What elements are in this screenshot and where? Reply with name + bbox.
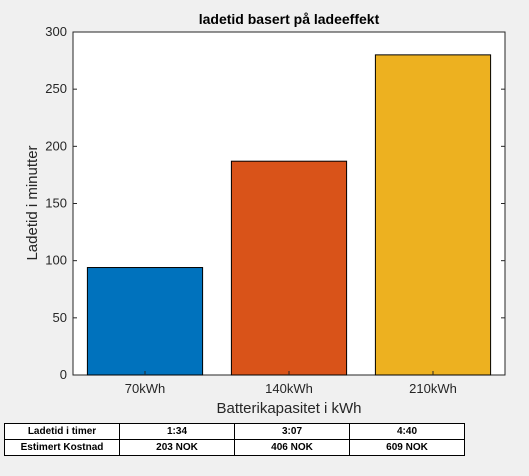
row-label-kostnad: Estimert Kostnad <box>4 439 120 456</box>
x-axis-label: Batterikapasitet i kWh <box>216 400 361 417</box>
x-tick-label: 140kWh <box>265 381 313 396</box>
y-tick-label: 150 <box>45 196 67 211</box>
x-tick-label: 210kWh <box>409 381 457 396</box>
table-cell: 1:34 <box>119 423 235 440</box>
y-ticks-group: 0 50 100 150 200 250 300 <box>45 24 505 382</box>
table-cell: 406 NOK <box>234 439 350 456</box>
bar-70kWh <box>86 267 204 376</box>
x-ticks-group: 70kWh 140kWh 210kWh <box>125 371 457 396</box>
table-row: Ladetid i timer 1:34 3:07 4:40 <box>4 423 465 440</box>
bar-140kWh <box>230 160 348 376</box>
y-tick-label: 0 <box>60 367 67 382</box>
info-table: Ladetid i timer 1:34 3:07 4:40 Estimert … <box>4 423 465 456</box>
table-cell: 4:40 <box>349 423 465 440</box>
table-cell: 3:07 <box>234 423 350 440</box>
y-tick-label: 100 <box>45 253 67 268</box>
row-label-ladetid: Ladetid i timer <box>4 423 120 440</box>
chart-title: ladetid basert på ladeeffekt <box>199 11 380 27</box>
table-cell: 609 NOK <box>349 439 465 456</box>
bar-chart: 0 50 100 150 200 250 300 70kWh 140kWh 210kWh lad… <box>24 11 506 417</box>
y-tick-label: 300 <box>45 24 67 39</box>
y-tick-label: 50 <box>53 310 67 325</box>
y-axis-label: Ladetid i minutter <box>24 145 41 260</box>
x-tick-label: 70kWh <box>125 381 165 396</box>
y-tick-label: 250 <box>45 81 67 96</box>
bar-210kWh <box>374 54 492 376</box>
table-cell: 203 NOK <box>119 439 235 456</box>
y-tick-label: 200 <box>45 138 67 153</box>
bars-group <box>86 54 492 376</box>
table-row: Estimert Kostnad 203 NOK 406 NOK 609 NOK <box>4 439 465 456</box>
